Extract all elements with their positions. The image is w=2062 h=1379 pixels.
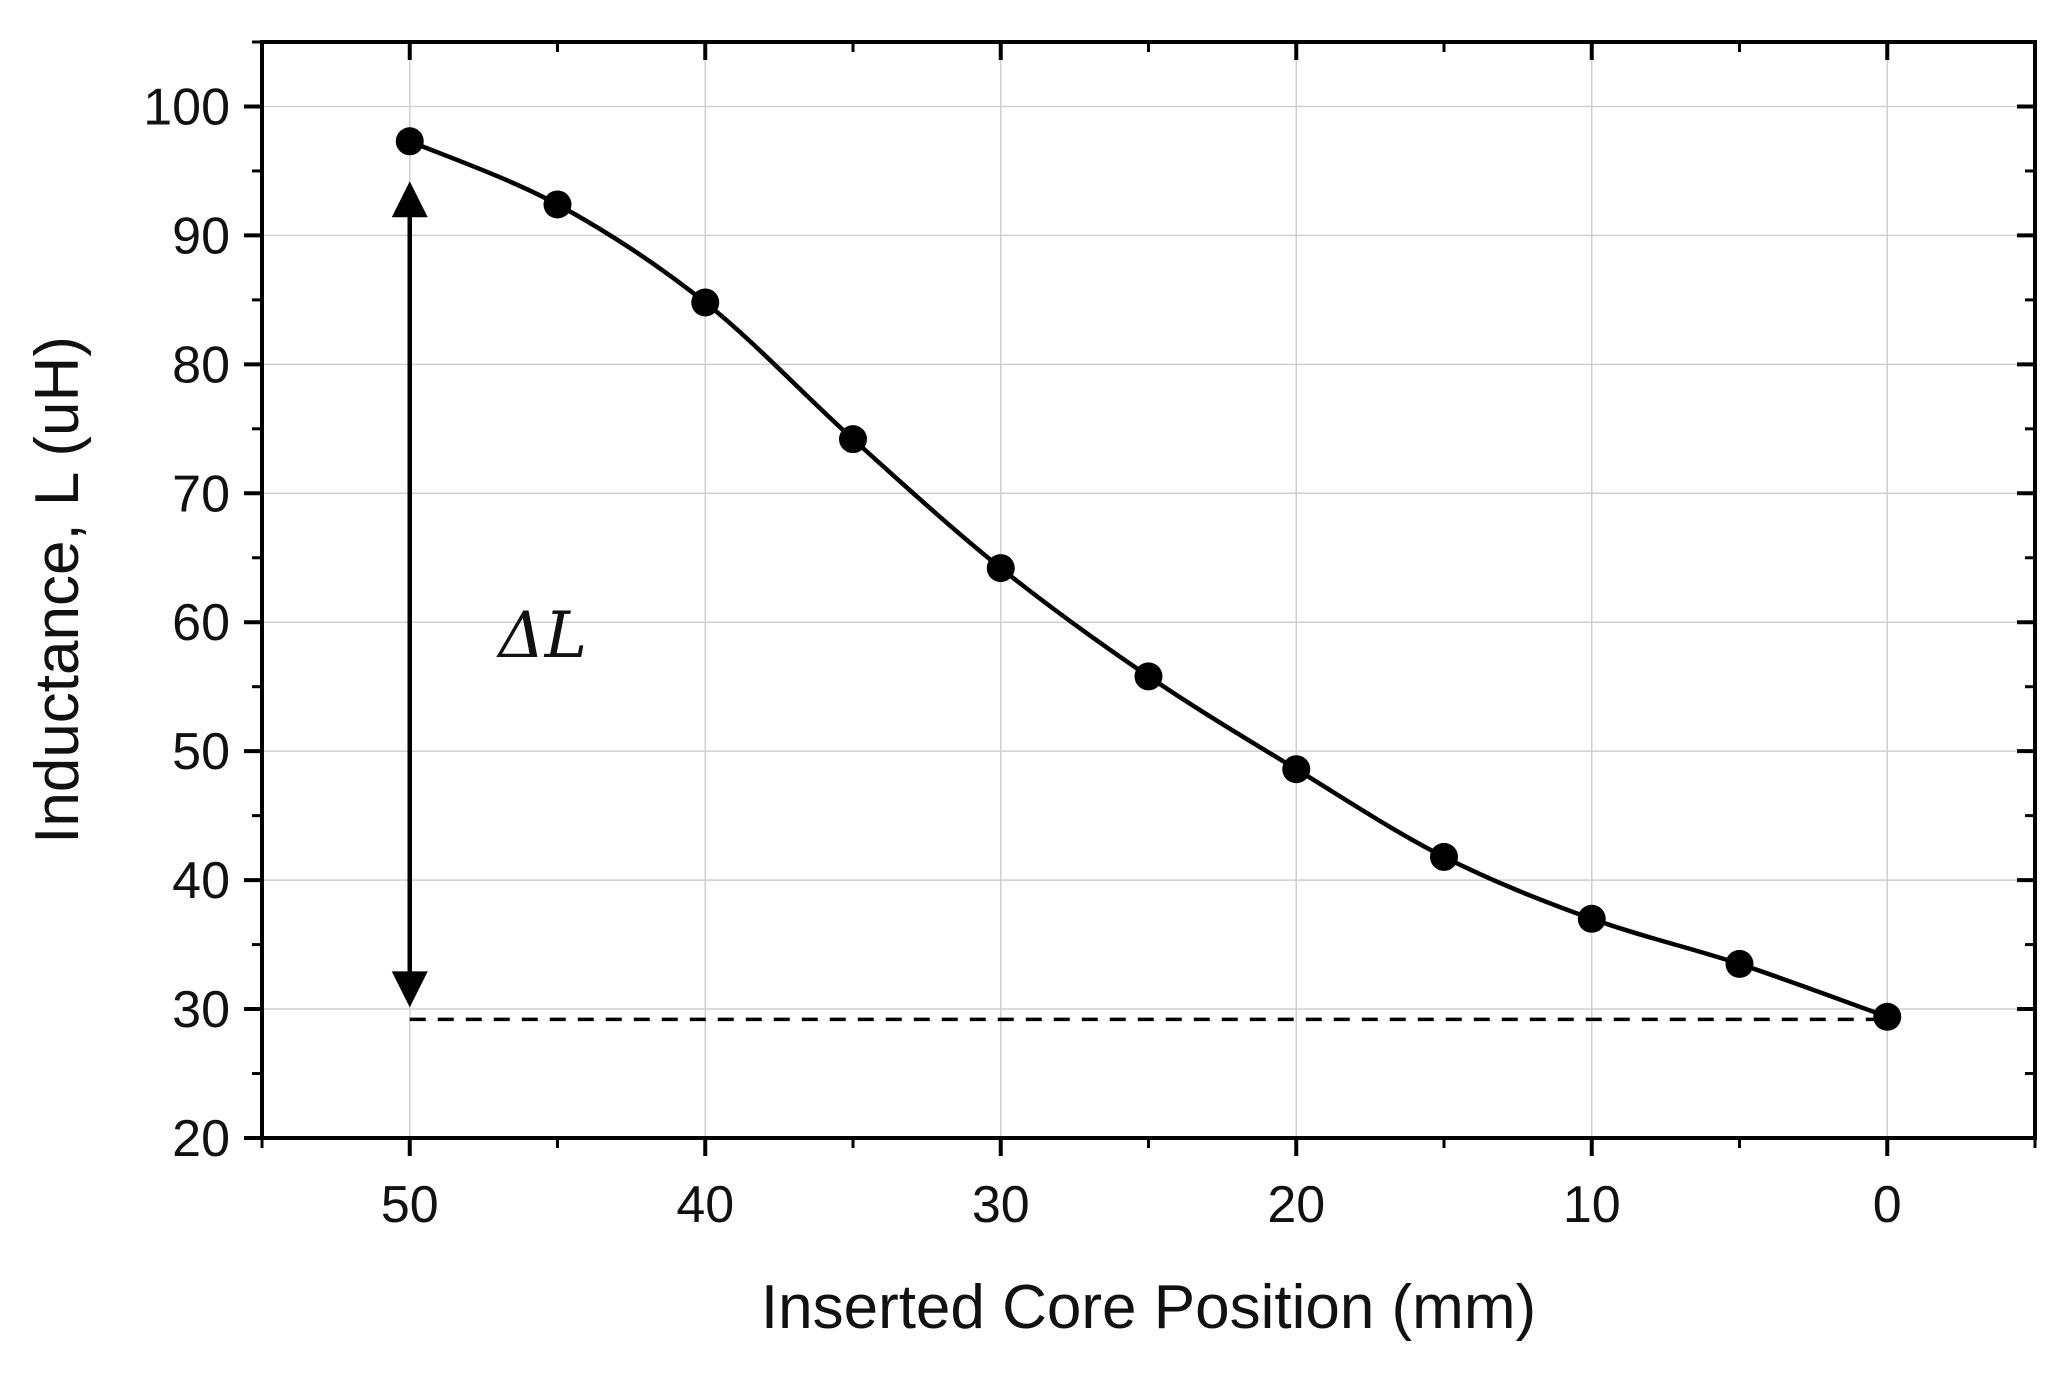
data-point	[986, 554, 1015, 583]
x-tick-label: 20	[1267, 1176, 1325, 1234]
data-point	[1430, 842, 1458, 871]
x-axis-title: Inserted Core Position (mm)	[761, 1273, 1536, 1342]
y-tick-label: 80	[172, 336, 230, 394]
y-tick-label: 60	[172, 594, 230, 652]
y-tick-label: 90	[172, 207, 230, 265]
x-tick-label: 40	[676, 1176, 734, 1234]
data-point	[691, 288, 720, 317]
data-point	[543, 190, 572, 219]
data-point	[1577, 904, 1606, 933]
data-point	[1134, 662, 1163, 691]
y-tick-label: 30	[172, 981, 230, 1039]
x-tick-label: 0	[1873, 1176, 1902, 1234]
y-tick-label: 20	[172, 1110, 230, 1168]
y-tick-label: 40	[172, 852, 230, 910]
delta-arrow-head-down	[391, 971, 428, 1008]
x-tick-label: 50	[381, 1176, 439, 1234]
y-tick-label: 100	[143, 78, 230, 136]
x-tick-label: 10	[1563, 1176, 1621, 1234]
data-point	[1282, 755, 1311, 784]
delta-l-annotation: ΔL	[495, 599, 587, 673]
data-point	[839, 425, 867, 454]
delta-arrow-head-up	[391, 181, 428, 218]
annotations	[391, 181, 1888, 1022]
x-tick-label: 30	[972, 1176, 1030, 1234]
data-series	[395, 127, 1902, 1031]
series-line	[408, 139, 1889, 1019]
grid-lines	[262, 42, 2035, 1138]
y-tick-label: 50	[172, 723, 230, 781]
axis-ticks	[244, 40, 2037, 1156]
y-tick-label: 70	[172, 465, 230, 523]
data-point	[395, 127, 424, 156]
y-axis-title: Inductance, L (uH)	[23, 336, 92, 844]
data-point	[1725, 949, 1754, 978]
data-point	[1873, 1002, 1902, 1031]
